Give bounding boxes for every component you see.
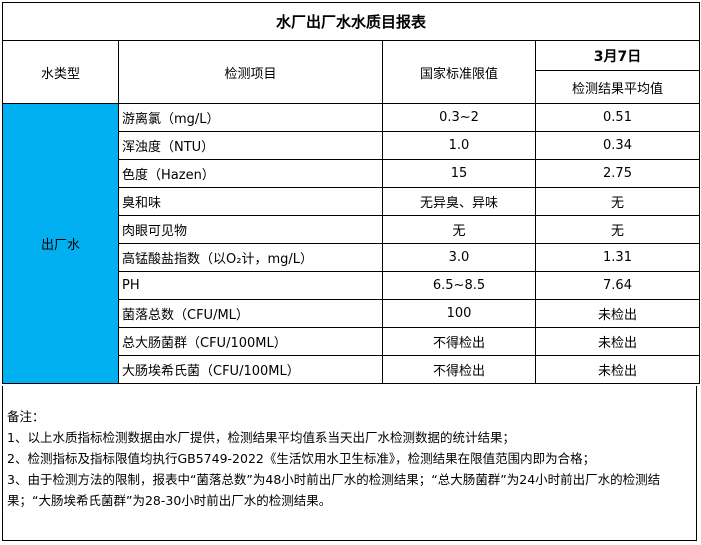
- cell-result: 2.75: [534, 159, 701, 188]
- cell-item: PH: [118, 271, 383, 300]
- report-title: 水厂出厂水水质目报表: [1, 2, 701, 41]
- cell-result: 0.51: [534, 103, 701, 132]
- note-line: 1、以上水质指标检测数据由水厂提供，检测结果平均值系当天出厂水检测数据的统计结果…: [7, 430, 515, 445]
- cell-result: 无: [534, 187, 701, 216]
- note-line: 备注：: [7, 409, 45, 424]
- header-result: 检测结果平均值: [534, 70, 701, 104]
- cell-item: 总大肠菌群（CFU/100ML）: [118, 327, 383, 356]
- cell-item: 色度（Hazen）: [118, 159, 383, 188]
- cell-result: 无: [534, 215, 701, 244]
- cell-limit: 不得检出: [382, 327, 536, 356]
- header-item: 检测项目: [118, 40, 383, 104]
- cell-item: 浑浊度（NTU）: [118, 131, 383, 160]
- table-row: PH 6.5~8.5 7.64: [3, 271, 701, 300]
- table-row: 臭和味 无异臭、异味无: [3, 187, 701, 216]
- header-limit: 国家标准限值: [382, 40, 536, 104]
- cell-result: 未检出: [534, 355, 701, 384]
- table-row: 浑浊度（NTU） 1.0 0.34: [3, 131, 701, 160]
- cell-result: 0.34: [534, 131, 701, 160]
- notes: 备注： 1、以上水质指标检测数据由水厂提供，检测结果平均值系当天出厂水检测数据的…: [2, 386, 697, 541]
- cell-limit: 0.3~2: [382, 103, 536, 132]
- table-row: 色度（Hazen） 15 2.75: [3, 159, 701, 188]
- table-row: 肉眼可见物无无: [3, 215, 701, 244]
- cell-item: 高锰酸盐指数（以O₂计，mg/L）: [118, 243, 383, 272]
- table-row: 总大肠菌群（CFU/100ML） 不得检出 未检出: [3, 327, 701, 356]
- cell-item: 大肠埃希氏菌（CFU/100ML）: [118, 355, 383, 384]
- water-quality-table: 水厂出厂水水质目报表 水类型 检测项目 国家标准限值 3月7日 检测结果平均值 …: [1, 2, 701, 384]
- note-line: 3、由于检测方法的限制，报表中“菌落总数”为48小时前出厂水的检测结果；“总大肠…: [7, 472, 661, 508]
- cell-item: 臭和味: [118, 187, 383, 216]
- cell-item: 游离氯（mg/L）: [118, 103, 383, 132]
- cell-limit: 无异臭、异味: [382, 187, 536, 216]
- water-type-cell: 出厂水: [2, 103, 119, 384]
- cell-limit: 不得检出: [382, 355, 536, 384]
- cell-limit: 100: [382, 299, 536, 328]
- cell-result: 未检出: [534, 299, 701, 328]
- cell-limit: 无: [382, 215, 536, 244]
- cell-limit: 1.0: [382, 131, 536, 160]
- table-row: 菌落总数（CFU/ML） 100 未检出: [3, 299, 701, 328]
- cell-item: 菌落总数（CFU/ML）: [118, 299, 383, 328]
- table-row: 大肠埃希氏菌（CFU/100ML） 不得检出 未检出: [3, 355, 701, 384]
- table-row: 出厂水 游离氯（mg/L） 0.3~2 0.51: [2, 103, 701, 384]
- cell-result: 1.31: [534, 243, 701, 272]
- cell-result: 7.64: [534, 271, 701, 300]
- header-water-type: 水类型: [2, 40, 119, 104]
- table-row: 高锰酸盐指数（以O₂计，mg/L） 3.0 1.31: [3, 243, 701, 272]
- cell-result: 未检出: [534, 327, 701, 356]
- cell-item: 肉眼可见物: [118, 215, 383, 244]
- cell-limit: 15: [382, 159, 536, 188]
- cell-limit: 3.0: [382, 243, 536, 272]
- header-date: 3月7日: [534, 40, 701, 71]
- note-line: 2、检测指标及指标限值均执行GB5749-2022《生活饮用水卫生标准》，检测结…: [7, 451, 596, 466]
- cell-limit: 6.5~8.5: [382, 271, 536, 300]
